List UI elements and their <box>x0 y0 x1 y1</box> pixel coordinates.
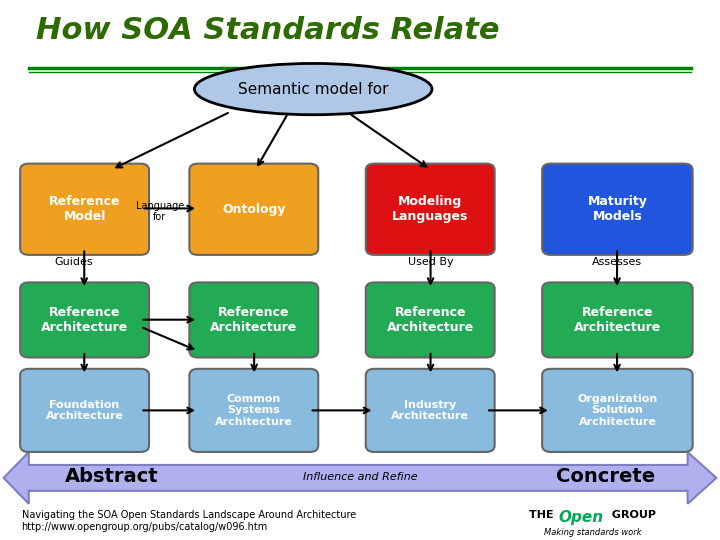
Text: Ontology: Ontology <box>222 202 286 216</box>
FancyBboxPatch shape <box>20 282 149 357</box>
Polygon shape <box>4 452 716 504</box>
Text: Navigating the SOA Open Standards Landscape Around Architecture
http://www.openg: Navigating the SOA Open Standards Landsc… <box>22 510 356 532</box>
Text: Influence and Refine: Influence and Refine <box>302 472 418 482</box>
FancyBboxPatch shape <box>366 282 495 357</box>
Text: Language
for: Language for <box>135 201 184 222</box>
Text: Concrete: Concrete <box>556 467 655 487</box>
FancyBboxPatch shape <box>542 369 693 452</box>
Text: GROUP: GROUP <box>608 510 657 521</box>
FancyBboxPatch shape <box>189 164 318 255</box>
FancyBboxPatch shape <box>189 369 318 452</box>
Text: Industry
Architecture: Industry Architecture <box>391 400 469 421</box>
FancyBboxPatch shape <box>542 282 693 357</box>
Text: Foundation
Architecture: Foundation Architecture <box>45 400 124 421</box>
Text: Reference
Architecture: Reference Architecture <box>387 306 474 334</box>
Text: THE: THE <box>529 510 558 521</box>
Text: How SOA Standards Relate: How SOA Standards Relate <box>36 16 500 45</box>
FancyBboxPatch shape <box>20 369 149 452</box>
FancyBboxPatch shape <box>20 164 149 255</box>
FancyBboxPatch shape <box>542 164 693 255</box>
Text: Semantic model for: Semantic model for <box>238 82 389 97</box>
FancyBboxPatch shape <box>189 282 318 357</box>
Text: Reference
Architecture: Reference Architecture <box>574 306 661 334</box>
Text: Open: Open <box>558 510 603 525</box>
FancyBboxPatch shape <box>366 369 495 452</box>
Text: Common
Systems
Architecture: Common Systems Architecture <box>215 394 293 427</box>
Text: Reference
Architecture: Reference Architecture <box>41 306 128 334</box>
Text: Making standards work: Making standards work <box>544 528 642 537</box>
Text: Abstract: Abstract <box>65 467 158 487</box>
FancyBboxPatch shape <box>366 164 495 255</box>
Ellipse shape <box>194 64 432 115</box>
Text: Reference
Architecture: Reference Architecture <box>210 306 297 334</box>
Text: Used By: Used By <box>408 257 454 267</box>
Text: Reference
Model: Reference Model <box>49 195 120 223</box>
Text: Modeling
Languages: Modeling Languages <box>392 195 469 223</box>
Text: Organization
Solution
Architecture: Organization Solution Architecture <box>577 394 657 427</box>
Text: Assesses: Assesses <box>592 257 642 267</box>
Text: Guides: Guides <box>54 257 93 267</box>
Text: Maturity
Models: Maturity Models <box>588 195 647 223</box>
